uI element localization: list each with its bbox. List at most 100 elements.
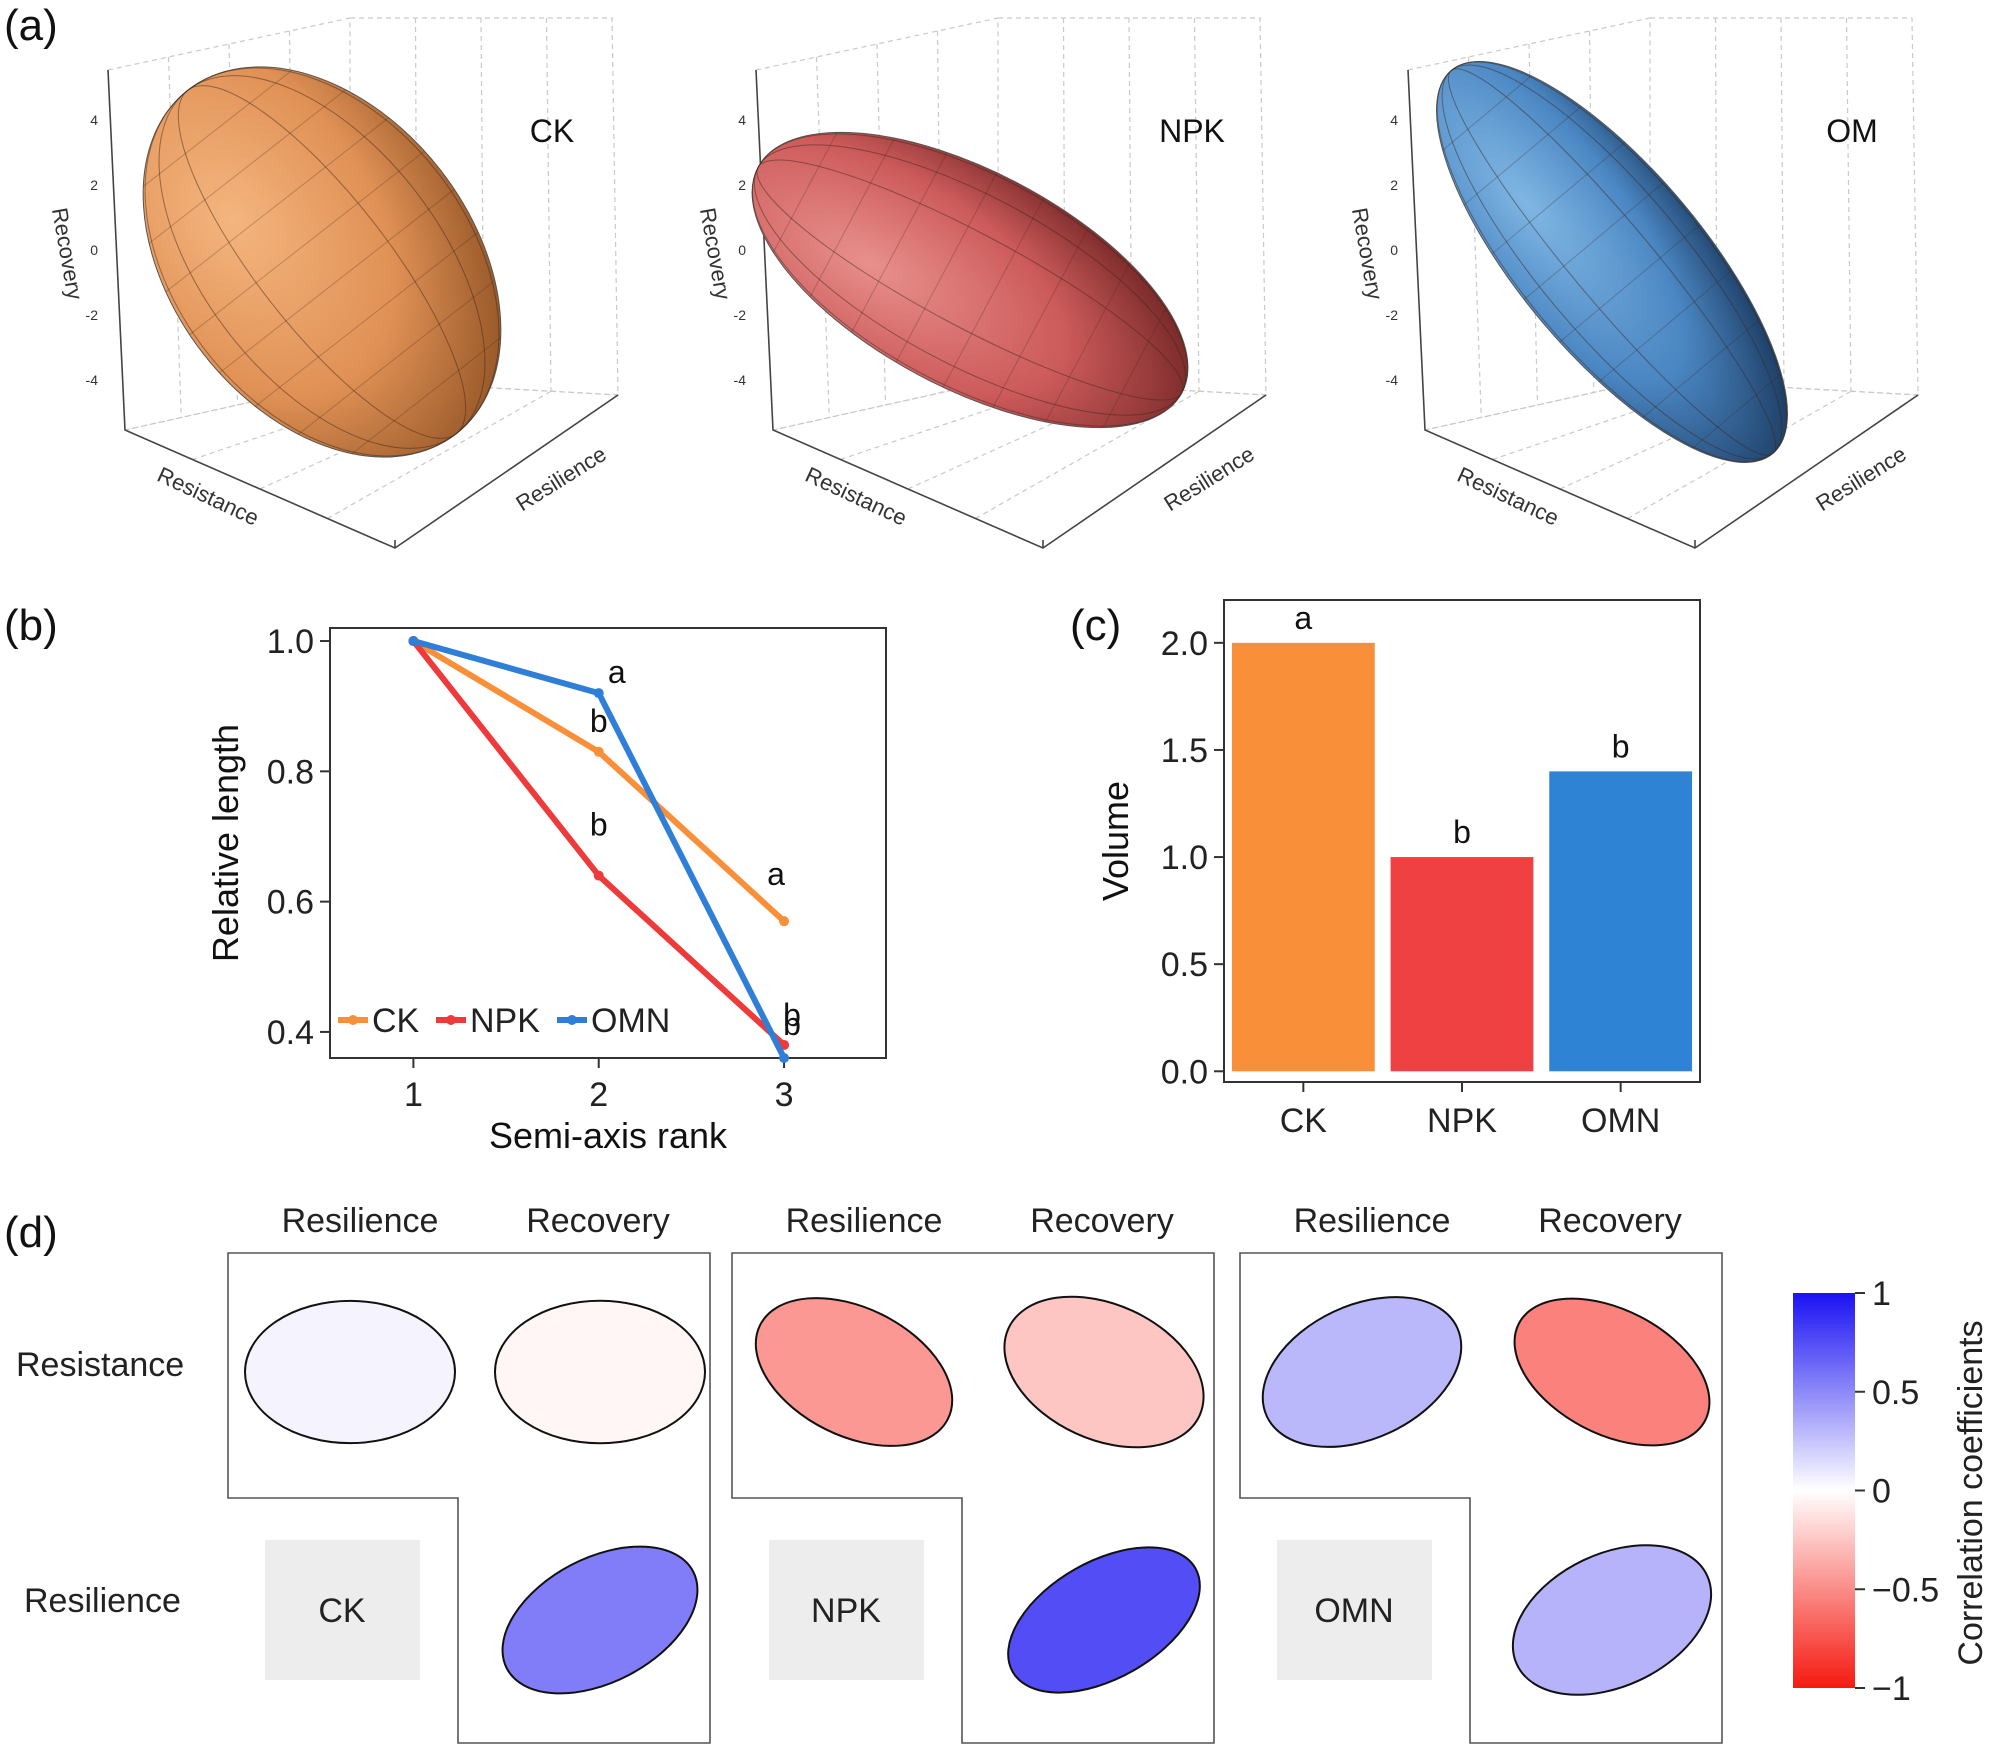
z-tick-label: -4 <box>1386 372 1399 388</box>
ellipsoid-plot-ck: CK 4 2 0 -2 -4 Recovery Resistance Resilience <box>47 17 620 549</box>
corr-col-label: Resilience <box>1294 1202 1451 1240</box>
significance-label: b <box>783 1006 801 1042</box>
bar-chart-ytick-label: 2.0 <box>1161 625 1208 663</box>
z-tick-label: -2 <box>734 307 747 323</box>
significance-label: b <box>590 703 608 739</box>
panel-label-b: (b) <box>4 601 58 650</box>
colorbar-tick-label: 1 <box>1872 1275 1891 1313</box>
z-tick-label: 2 <box>738 177 746 193</box>
ellipsoid-plot-om: OM 4 2 0 -2 -4 Recovery Resistance Resilience <box>1347 17 1920 549</box>
bar-chart-ytick-label: 1.5 <box>1161 732 1208 770</box>
line-chart-ytick-label: 0.8 <box>267 753 314 791</box>
bar-significance-label: b <box>1612 728 1630 764</box>
bar-significance-label: b <box>1453 814 1471 850</box>
z-tick-label: 2 <box>1390 177 1398 193</box>
bar-chart-ylabel: Volume <box>1095 781 1136 901</box>
significance-label: b <box>590 807 608 843</box>
y-axis-title: Resilience <box>1159 441 1258 516</box>
line-point-omn <box>593 688 604 699</box>
legend-label-omn: OMN <box>591 1002 670 1040</box>
ellipsoid-plot-npk: NPK 4 2 0 -2 -4 Recovery Resistance Resilience <box>695 17 1268 549</box>
z-tick-label: -2 <box>1386 307 1399 323</box>
corr-group-npk: Resilience Recovery NPK <box>731 1202 1215 1744</box>
ellipsoid-label: NPK <box>1159 113 1225 149</box>
line-point-ck <box>593 746 604 757</box>
panel-label-a: (a) <box>4 1 58 50</box>
ellipsoid-label: OM <box>1826 113 1878 149</box>
corr-ellipse-resilience-recovery <box>1511 1544 1713 1696</box>
corr-group-omn: Resilience Recovery OMN <box>1239 1202 1723 1744</box>
corr-group-ck: Resilience Recovery CK <box>227 1202 711 1744</box>
bar-ck <box>1231 642 1375 1072</box>
panel-a-ellipsoids: CK 4 2 0 -2 -4 Recovery Resistance Resilience NPK… <box>47 17 1920 549</box>
z-tick-label: 2 <box>90 177 98 193</box>
corr-col-label: Recovery <box>1538 1202 1682 1240</box>
corr-ellipse-resistance-resilience <box>244 1299 456 1445</box>
panel-c-bar-chart: 0.0 0.5 1.0 1.5 2.0 a b b CK NPK OMN Volume <box>1095 599 1701 1140</box>
z-tick-label: -4 <box>86 372 99 388</box>
line-point-ck <box>779 916 790 927</box>
bar-significance-label: a <box>1294 600 1312 636</box>
x-axis-title: Resistance <box>154 462 263 531</box>
panel-label-c: (c) <box>1070 601 1121 650</box>
panel-label-d: (d) <box>4 1208 58 1257</box>
corr-group-name-box <box>769 1540 924 1680</box>
ellipsoid-label: CK <box>530 113 574 149</box>
z-tick-label: 4 <box>738 112 746 128</box>
bar-omn <box>1549 771 1693 1072</box>
corr-ellipse-resistance-resilience <box>1261 1296 1463 1448</box>
line-series-npk <box>411 639 787 1048</box>
ellipsoid-ck <box>142 66 502 458</box>
significance-label: a <box>767 856 785 892</box>
line-point-omn <box>779 1053 790 1063</box>
colorbar <box>1793 1293 1855 1688</box>
z-tick-label: 0 <box>90 242 98 258</box>
ellipsoid-npk <box>751 131 1189 429</box>
corr-group-name: OMN <box>1314 1592 1393 1630</box>
significance-label: a <box>608 654 626 690</box>
z-tick-label: 0 <box>738 242 746 258</box>
legend-label-ck: CK <box>372 1002 420 1040</box>
z-axis-title: Recovery <box>695 206 736 302</box>
corr-ellipse-resistance-recovery <box>1003 1295 1205 1449</box>
y-axis-title: Resilience <box>1811 441 1910 516</box>
colorbar-tick-label: 0.5 <box>1872 1374 1919 1412</box>
corr-group-name: CK <box>318 1592 366 1630</box>
significance-label: b <box>783 997 801 1033</box>
line-chart-ylabel: Relative length <box>205 724 246 962</box>
z-tick-label: 4 <box>90 112 98 128</box>
z-tick-label: -2 <box>86 307 99 323</box>
bar-chart-ytick-label: 0.0 <box>1161 1053 1208 1091</box>
corr-col-label: Resilience <box>786 1202 943 1240</box>
bar-npk <box>1390 857 1534 1072</box>
bar-chart-xtick-label: OMN <box>1581 1102 1660 1140</box>
line-chart-legend: CK NPK OMN <box>338 1002 670 1040</box>
corr-ellipse-resistance-recovery <box>1513 1297 1711 1447</box>
x-axis-title: Resistance <box>1454 462 1563 531</box>
x-axis-title: Resistance <box>802 462 911 531</box>
corr-group-name-box <box>1277 1540 1432 1680</box>
bar-chart-xtick-label: CK <box>1280 1102 1328 1140</box>
corr-col-label: Recovery <box>1030 1202 1174 1240</box>
line-chart-xlabel: Semi-axis rank <box>489 1115 728 1156</box>
line-chart-xtick-label: 1 <box>404 1076 423 1114</box>
corr-ellipse-resistance-resilience <box>754 1297 954 1447</box>
corr-col-label: Resilience <box>282 1202 439 1240</box>
bar-chart-ytick-label: 0.5 <box>1161 946 1208 984</box>
corr-ellipse-resilience-recovery <box>501 1545 699 1695</box>
corr-ellipse-resilience-recovery <box>1007 1546 1201 1694</box>
line-chart-ytick-label: 1.0 <box>267 623 314 661</box>
line-point-npk <box>593 870 604 881</box>
z-tick-label: 0 <box>1390 242 1398 258</box>
bar-chart-ytick-label: 1.0 <box>1161 839 1208 877</box>
legend-label-npk: NPK <box>470 1002 540 1040</box>
corr-group-name-box <box>265 1540 420 1680</box>
bar-chart-xtick-label: NPK <box>1427 1102 1497 1140</box>
y-axis-title: Resilience <box>511 441 610 516</box>
corr-row-label: Resilience <box>24 1582 181 1620</box>
ellipsoid-om <box>1436 61 1788 463</box>
colorbar-title: Correlation coefficients <box>1952 1320 1990 1665</box>
colorbar-tick-label: −0.5 <box>1872 1571 1939 1609</box>
